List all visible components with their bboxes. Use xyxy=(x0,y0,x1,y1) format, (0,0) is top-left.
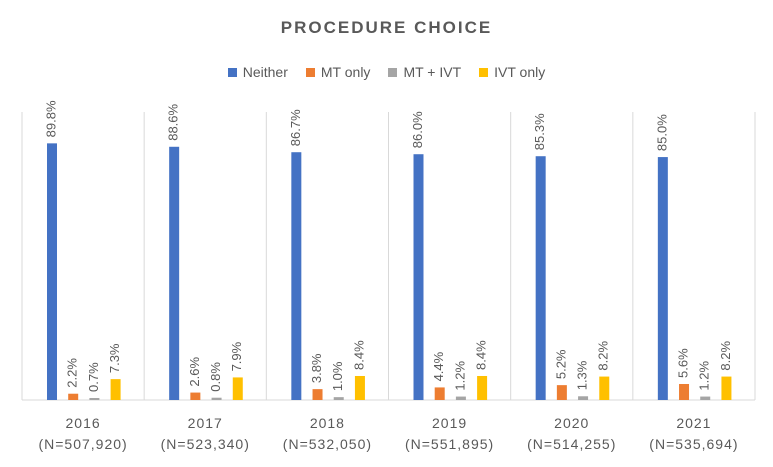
legend-item-2: MT + IVT xyxy=(388,64,461,80)
data-label: 85.0% xyxy=(654,114,669,151)
data-label: 7.3% xyxy=(107,343,122,373)
data-label: 0.8% xyxy=(208,362,223,392)
legend-swatch xyxy=(479,67,489,77)
legend: Neither MT only MT + IVT IVT only xyxy=(0,64,773,80)
bar-mt-ivt-2021 xyxy=(700,396,711,400)
bar-ivt-only-2018 xyxy=(354,375,365,400)
x-tick-label-year: 2020 xyxy=(554,415,589,431)
data-label: 8.4% xyxy=(474,340,489,370)
data-label: 1.2% xyxy=(697,360,712,390)
data-label: 86.0% xyxy=(410,111,425,148)
legend-label: IVT only xyxy=(494,64,546,80)
bar-mt-only-2020 xyxy=(556,385,567,400)
data-label: 1.3% xyxy=(575,360,590,390)
legend-item-0: Neither xyxy=(227,64,288,80)
legend-label: MT only xyxy=(320,64,371,80)
bar-mt-only-2016 xyxy=(68,393,79,400)
data-label: 8.2% xyxy=(596,340,611,370)
legend-swatch xyxy=(388,67,398,77)
bar-mt-only-2019 xyxy=(434,387,445,400)
chart-title: PROCEDURE CHOICE xyxy=(280,18,493,37)
x-tick-label-n: (N=551,895) xyxy=(405,436,494,452)
data-label: 86.7% xyxy=(288,109,303,146)
bar-mt-only-2018 xyxy=(312,389,323,400)
bar-ivt-only-2016 xyxy=(110,379,121,400)
bar-mt-ivt-2019 xyxy=(455,396,466,400)
bar-mt-ivt-2020 xyxy=(578,396,589,400)
bar-ivt-only-2021 xyxy=(721,376,732,400)
x-tick-label-n: (N=514,255) xyxy=(527,436,616,452)
x-tick-label-year: 2018 xyxy=(310,415,345,431)
bar-mt-ivt-2018 xyxy=(333,397,344,400)
bar-neither-2019 xyxy=(413,154,424,400)
data-label: 1.0% xyxy=(330,361,345,391)
bar-mt-only-2021 xyxy=(679,383,690,400)
legend-swatch xyxy=(227,67,237,77)
x-tick-label-year: 2016 xyxy=(66,415,101,431)
bar-neither-2017 xyxy=(169,146,180,400)
data-label: 3.8% xyxy=(309,353,324,383)
data-label: 8.2% xyxy=(718,340,733,370)
data-label: 2.6% xyxy=(187,356,202,386)
data-label: 7.9% xyxy=(229,341,244,371)
x-tick-label-n: (N=532,050) xyxy=(283,436,372,452)
bar-ivt-only-2020 xyxy=(599,376,610,400)
data-label: 89.8% xyxy=(43,100,58,137)
data-label: 2.2% xyxy=(65,358,80,388)
x-tick-label-year: 2021 xyxy=(676,415,711,431)
data-label: 1.2% xyxy=(452,360,467,390)
bar-mt-ivt-2016 xyxy=(89,397,100,400)
legend-item-1: MT only xyxy=(305,64,371,80)
data-label: 85.3% xyxy=(532,113,547,150)
bar-ivt-only-2017 xyxy=(232,377,243,400)
bar-neither-2018 xyxy=(291,152,302,400)
bar-mt-only-2017 xyxy=(190,392,201,400)
data-label: 8.4% xyxy=(351,340,366,370)
legend-swatch xyxy=(305,67,315,77)
x-tick-label-year: 2019 xyxy=(432,415,467,431)
data-label: 5.6% xyxy=(675,348,690,378)
bar-neither-2021 xyxy=(657,157,668,400)
legend-label: Neither xyxy=(242,64,288,80)
data-label: 5.2% xyxy=(553,349,568,379)
x-tick-label-n: (N=523,340) xyxy=(161,436,250,452)
bar-neither-2016 xyxy=(47,143,57,400)
legend-label: MT + IVT xyxy=(403,64,462,80)
bar-neither-2020 xyxy=(535,156,546,400)
x-tick-label-n: (N=507,920) xyxy=(38,436,127,452)
data-label: 0.7% xyxy=(86,362,101,392)
legend-item-3: IVT only xyxy=(479,64,545,80)
x-tick-label-year: 2017 xyxy=(188,415,223,431)
data-label: 4.4% xyxy=(431,351,446,381)
bar-ivt-only-2019 xyxy=(477,375,488,400)
data-label: 88.6% xyxy=(166,103,181,140)
bar-mt-ivt-2017 xyxy=(211,397,222,400)
x-tick-label-n: (N=535,694) xyxy=(649,436,738,452)
